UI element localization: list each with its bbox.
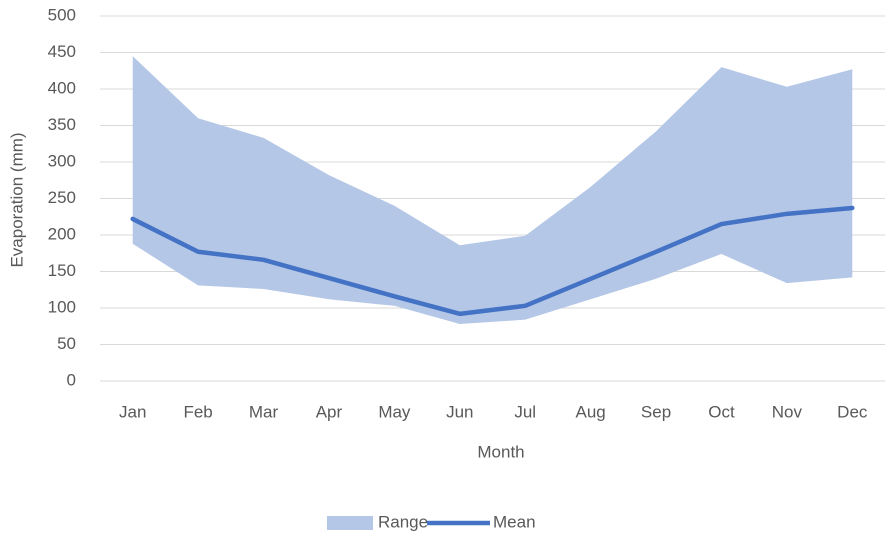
x-tick-label: Nov	[772, 402, 803, 421]
x-tick-label: Jul	[514, 402, 536, 421]
y-tick-label: 400	[48, 78, 76, 97]
x-tick-label: Aug	[576, 402, 606, 421]
y-tick-label: 250	[48, 188, 76, 207]
legend-swatch	[327, 516, 373, 530]
legend-label: Mean	[493, 512, 536, 531]
y-tick-label: 0	[67, 370, 76, 389]
x-tick-label: Mar	[249, 402, 279, 421]
x-tick-label: Dec	[837, 402, 868, 421]
y-tick-label: 50	[57, 334, 76, 353]
x-tick-label: Sep	[641, 402, 671, 421]
x-tick-label: Feb	[183, 402, 212, 421]
y-tick-label: 100	[48, 297, 76, 316]
y-tick-label: 300	[48, 151, 76, 170]
x-tick-label: Apr	[316, 402, 343, 421]
x-tick-label: Oct	[708, 402, 735, 421]
range-area	[132, 56, 853, 325]
x-axis-label: Month	[477, 442, 524, 461]
y-tick-label: 500	[48, 5, 76, 24]
y-tick-label: 200	[48, 224, 76, 243]
legend-label: Range	[378, 512, 428, 531]
x-tick-label: Jan	[119, 402, 146, 421]
y-tick-label: 150	[48, 261, 76, 280]
x-tick-label: May	[378, 402, 411, 421]
mean-line	[130, 205, 855, 317]
y-tick-label: 450	[48, 42, 76, 61]
x-tick-label: Jun	[446, 402, 473, 421]
y-axis-label: Evaporation (mm)	[7, 132, 26, 267]
y-tick-label: 350	[48, 115, 76, 134]
